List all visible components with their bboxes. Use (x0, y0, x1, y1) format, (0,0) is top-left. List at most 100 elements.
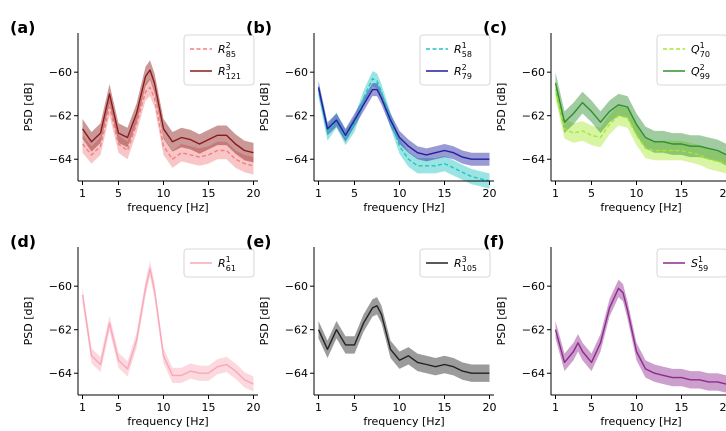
legend-label: R3 105 (454, 255, 477, 273)
y-tick-label: −64 (285, 367, 308, 380)
legend-box (419, 248, 491, 278)
x-axis-label: frequency [Hz] (600, 415, 681, 428)
x-tick-label: 20 (720, 187, 726, 200)
legend-box (183, 248, 255, 278)
x-tick-label: 15 (202, 187, 216, 200)
y-tick-label: −62 (522, 110, 545, 123)
y-tick-label: −62 (49, 110, 72, 123)
series-line-1 (554, 82, 726, 156)
y-tick-label: −64 (49, 153, 72, 166)
x-tick-label: 1 (315, 401, 322, 414)
legend-box (419, 34, 491, 86)
x-axis-label: frequency [Hz] (127, 201, 208, 214)
x-tick-label: 20 (247, 401, 261, 414)
x-tick-label: 20 (720, 401, 726, 414)
x-tick-label: 10 (393, 401, 407, 414)
x-tick-label: 5 (115, 401, 122, 414)
legend-label: R1 58 (454, 41, 472, 59)
legend-box (656, 248, 726, 278)
x-tick-label: 20 (483, 401, 497, 414)
series-line-1 (81, 69, 254, 154)
y-axis-label: PSD [dB] (22, 297, 35, 346)
series-line-0 (81, 268, 254, 385)
x-tick-label: 1 (315, 187, 322, 200)
x-tick-label: 5 (588, 401, 595, 414)
y-axis-label: PSD [dB] (258, 83, 271, 132)
x-tick-label: 20 (247, 187, 261, 200)
series-band-0 (318, 71, 490, 189)
x-tick-label: 10 (157, 401, 171, 414)
x-tick-label: 15 (675, 401, 689, 414)
legend-box (183, 34, 255, 86)
panel-label: (d) (10, 232, 36, 251)
legend-label: Q2 99 (691, 63, 710, 81)
panel-label: (f) (483, 232, 505, 251)
series-line-0 (554, 89, 726, 165)
legend-label: R1 61 (218, 255, 236, 273)
series-band-1 (555, 72, 726, 166)
x-tick-label: 10 (630, 401, 644, 414)
x-axis-label: frequency [Hz] (600, 201, 681, 214)
y-tick-label: −64 (522, 367, 545, 380)
series-band-0 (318, 297, 490, 382)
x-tick-label: 15 (438, 187, 452, 200)
series-band-0 (555, 279, 726, 393)
x-tick-label: 5 (351, 401, 358, 414)
series-line-0 (81, 86, 254, 167)
x-axis-label: frequency [Hz] (363, 415, 444, 428)
y-tick-label: −60 (49, 66, 72, 79)
series-band-0 (555, 79, 726, 174)
series-band-1 (318, 80, 490, 166)
x-tick-label: 15 (438, 401, 452, 414)
y-tick-label: −60 (285, 66, 308, 79)
legend-label: Q1 70 (691, 41, 710, 59)
panel-label: (c) (483, 18, 507, 37)
panel-label: (b) (246, 18, 272, 37)
y-tick-label: −64 (49, 367, 72, 380)
y-axis-label: PSD [dB] (258, 297, 271, 346)
x-tick-label: 20 (483, 187, 497, 200)
series-line-0 (554, 287, 726, 385)
series-line-1 (317, 87, 490, 160)
y-tick-label: −62 (49, 324, 72, 337)
y-tick-label: −60 (522, 66, 545, 79)
y-tick-label: −62 (285, 110, 308, 123)
panel-label: (e) (246, 232, 271, 251)
x-tick-label: 5 (588, 187, 595, 200)
x-tick-label: 10 (157, 187, 171, 200)
x-axis-label: frequency [Hz] (127, 415, 208, 428)
x-tick-label: 10 (630, 187, 644, 200)
x-tick-label: 15 (202, 401, 216, 414)
series-line-0 (317, 305, 490, 374)
x-tick-label: 5 (115, 187, 122, 200)
y-tick-label: −64 (522, 153, 545, 166)
legend-box (656, 34, 726, 86)
y-axis-label: PSD [dB] (495, 83, 508, 132)
y-tick-label: −60 (285, 280, 308, 293)
y-tick-label: −64 (285, 153, 308, 166)
y-tick-label: −62 (522, 324, 545, 337)
y-axis-label: PSD [dB] (22, 83, 35, 132)
y-tick-label: −60 (49, 280, 72, 293)
x-tick-label: 5 (351, 187, 358, 200)
x-axis-label: frequency [Hz] (363, 201, 444, 214)
series-band-0 (82, 78, 254, 175)
legend-label: S1 59 (691, 255, 708, 273)
x-tick-label: 1 (79, 187, 86, 200)
x-tick-label: 1 (79, 401, 86, 414)
y-tick-label: −62 (285, 324, 308, 337)
x-tick-label: 10 (393, 187, 407, 200)
series-line-0 (317, 77, 490, 182)
panel-label: (a) (10, 18, 35, 37)
y-axis-label: PSD [dB] (495, 297, 508, 346)
legend-label: R2 85 (218, 41, 236, 59)
legend-label: R2 79 (454, 63, 472, 81)
legend-label: R3 121 (218, 63, 241, 81)
